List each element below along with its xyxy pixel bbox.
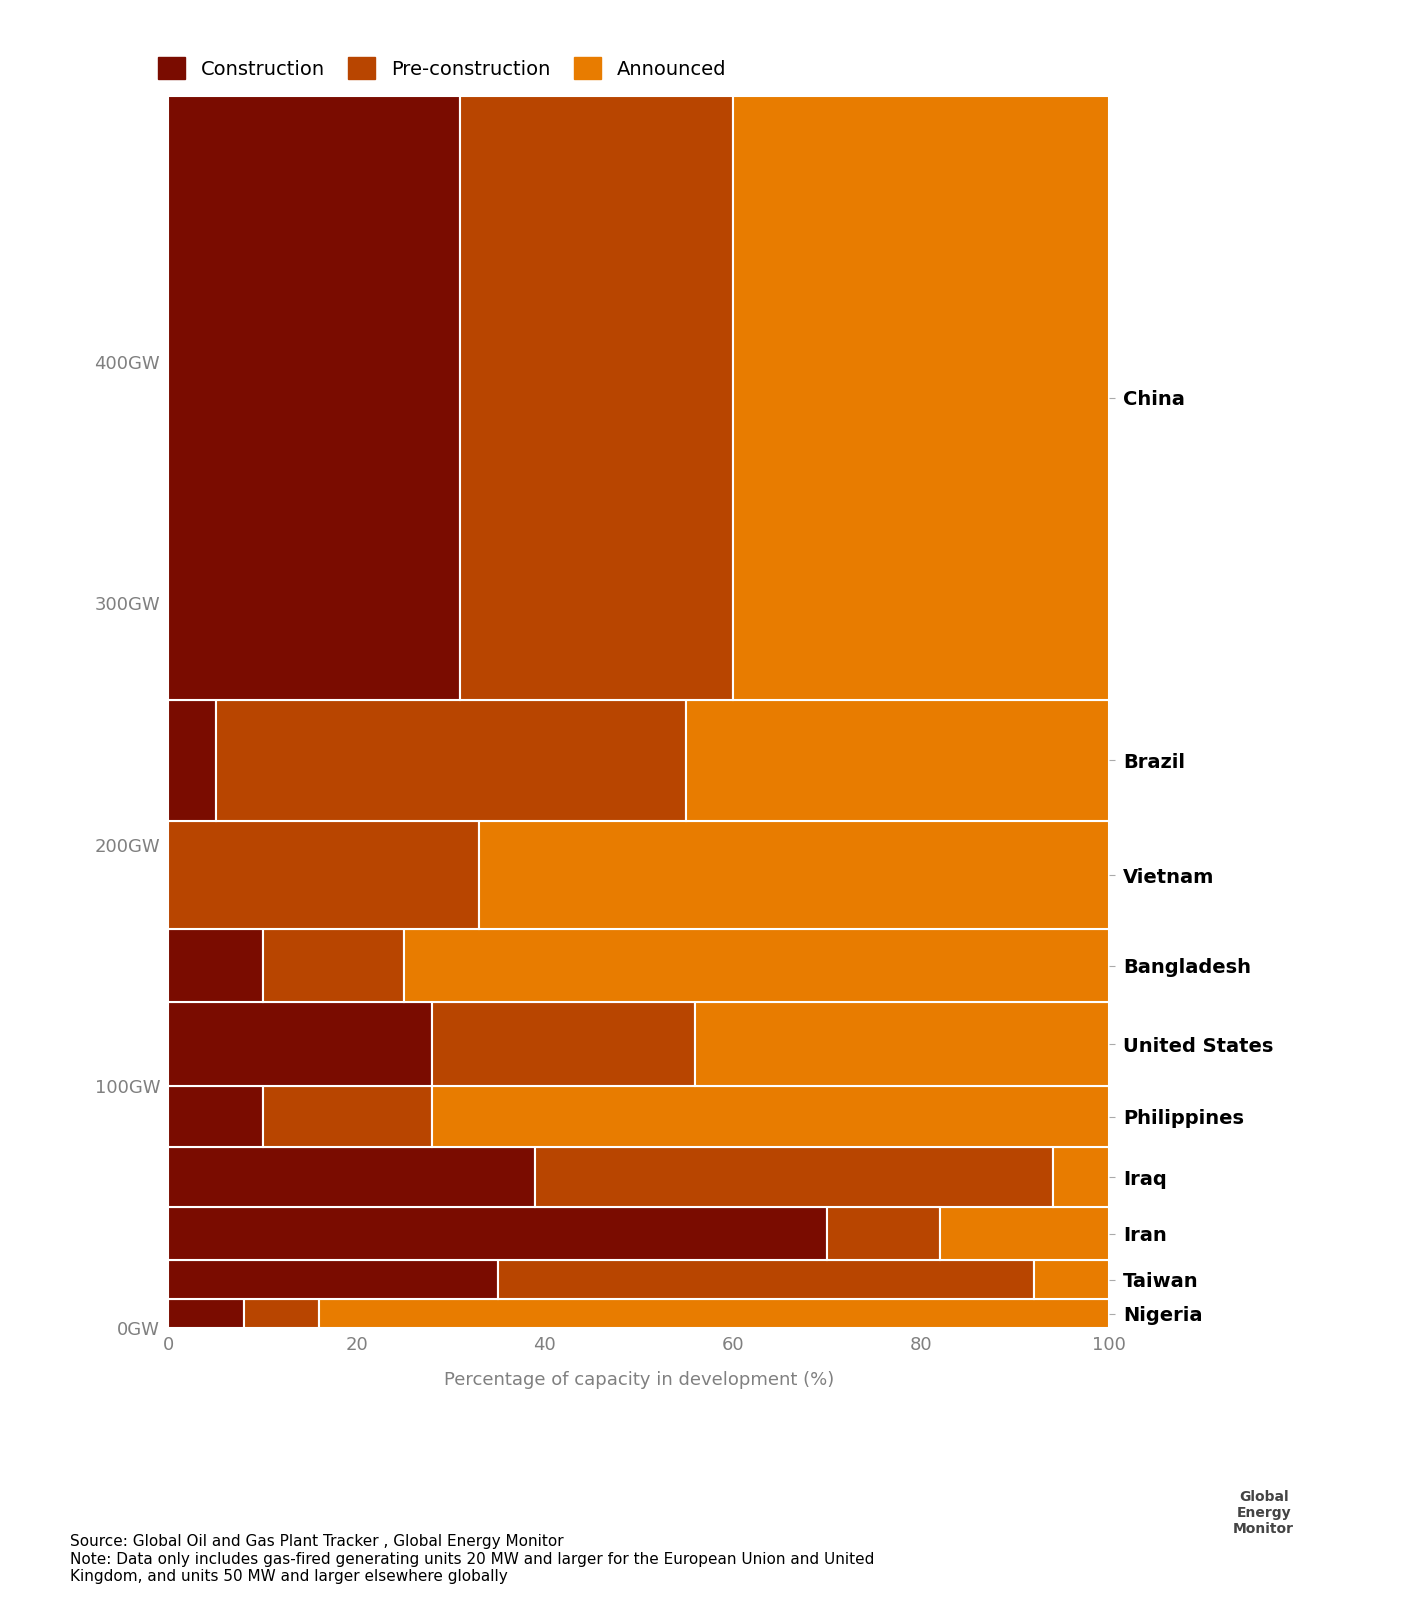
Bar: [461, 96, 733, 699]
Bar: [244, 1299, 319, 1328]
Bar: [733, 96, 1109, 699]
Bar: [479, 821, 1109, 930]
Bar: [168, 1147, 535, 1208]
Bar: [168, 1261, 497, 1299]
Text: Global
Energy
Monitor: Global Energy Monitor: [1233, 1490, 1294, 1536]
Legend: Construction, Pre-construction, Announced: Construction, Pre-construction, Announce…: [150, 50, 734, 86]
Bar: [687, 699, 1109, 821]
Bar: [168, 1002, 432, 1086]
Bar: [168, 1299, 244, 1328]
Bar: [497, 1261, 1033, 1299]
Bar: [404, 930, 1109, 1002]
Bar: [1033, 1261, 1109, 1299]
Bar: [168, 930, 263, 1002]
Bar: [263, 1086, 432, 1147]
Bar: [168, 1086, 263, 1147]
Bar: [319, 1299, 1109, 1328]
Bar: [827, 1208, 939, 1261]
Text: Source: Global Oil and Gas Plant Tracker , Global Energy Monitor
Note: Data only: Source: Global Oil and Gas Plant Tracker…: [70, 1534, 875, 1584]
Bar: [432, 1086, 1109, 1147]
Bar: [1053, 1147, 1109, 1208]
Bar: [168, 699, 216, 821]
Bar: [535, 1147, 1053, 1208]
Bar: [216, 699, 687, 821]
Bar: [168, 96, 461, 699]
Bar: [168, 821, 479, 930]
Bar: [263, 930, 404, 1002]
Bar: [432, 1002, 695, 1086]
Bar: [168, 1208, 827, 1261]
Bar: [939, 1208, 1109, 1261]
Bar: [695, 1002, 1109, 1086]
X-axis label: Percentage of capacity in development (%): Percentage of capacity in development (%…: [444, 1371, 834, 1389]
